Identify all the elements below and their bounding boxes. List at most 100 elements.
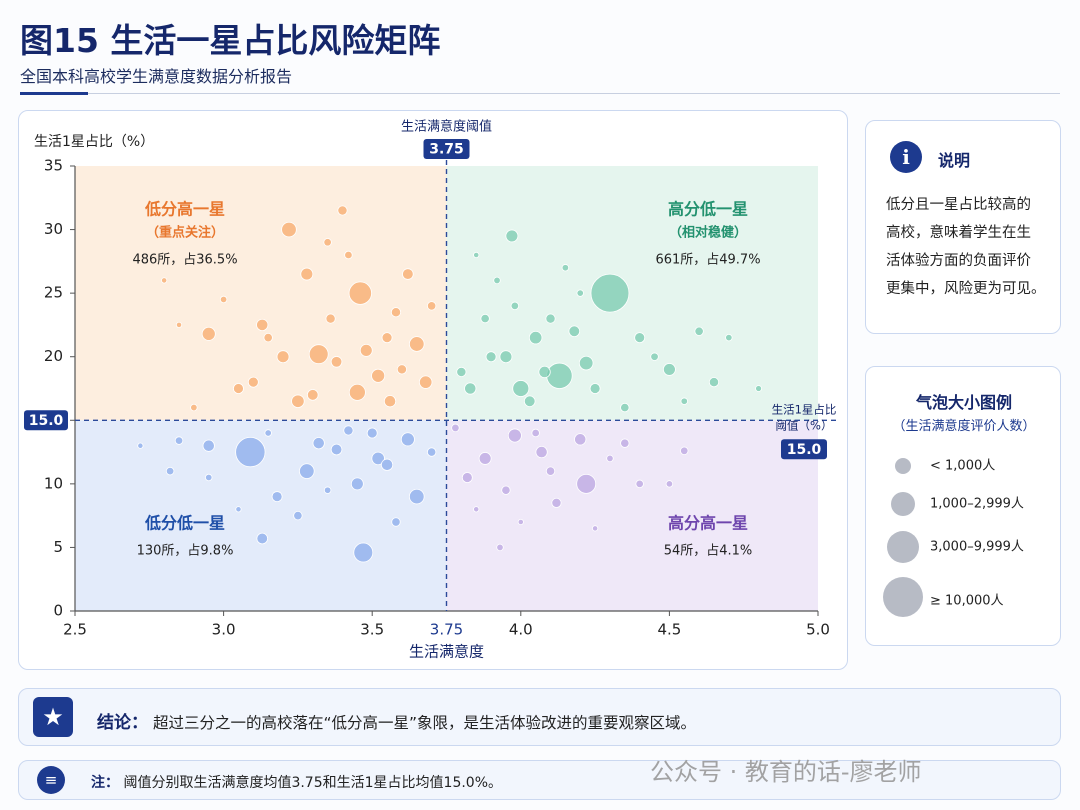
bubble [402,268,414,280]
note-panel: ≡ 注： 阈值分别取生活满意度均值3.75和生活1星占比均值15.0%。 [18,760,1061,800]
bubble [568,325,581,338]
bubble [312,437,325,450]
legend-subtitle: （生活满意度评价人数） [892,419,1036,434]
legend-label: < 1,000人 [930,459,995,474]
info-line: 活体验方面的负面评价 [886,253,1031,269]
bubble [330,443,343,456]
bubble [371,368,386,383]
bubble [235,436,266,468]
bubble [561,264,570,272]
bubble [485,351,497,363]
size-legend-panel: 气泡大小图例 （生活满意度评价人数） < 1,000人 1,000–2,999人… [865,366,1061,646]
bubble [589,383,601,394]
bubble [473,506,480,513]
bubble [390,307,402,318]
y-tick-label: 0 [53,602,63,620]
bubble [620,402,630,413]
bubble [325,313,336,324]
conclusion-label: 结论： [97,713,148,733]
quadrant-title: 低分低一星 [144,514,225,533]
bubble [590,273,630,313]
x-axis-title: 生活满意度 [409,643,484,661]
page-title: 图15 生活一星占比风险矩阵 [20,21,441,60]
legend-label: ≥ 10,000人 [930,594,1004,609]
y-tick-label: 5 [53,538,63,556]
y-tick-label: 30 [44,220,63,238]
x-tick-label: 3.5 [360,621,384,639]
header-rule [20,93,1060,94]
x-tick-label: 4.0 [509,621,533,639]
bubble [708,377,720,388]
x-tick-label: 5.0 [806,621,830,639]
bubble [235,506,242,513]
bubble [359,343,373,357]
star-icon: ★ [33,697,73,737]
bubble [606,454,614,463]
bubble [535,445,548,459]
bubble [499,350,513,364]
bubble [578,355,594,371]
threshold-x-value: 3.75 [429,142,464,158]
note-text: 阈值分别取生活满意度均值3.75和生活1星占比均值15.0%。 [123,775,503,791]
bubble [501,485,511,495]
bubble [271,491,283,502]
bubble [680,397,688,405]
bubble [464,382,477,395]
legend-label: 3,000–9,999人 [930,540,1024,555]
bubble [383,395,397,408]
bubble [665,480,674,488]
bubble [576,289,584,297]
bubble [137,442,144,449]
quadrant-tag: （重点关注） [146,225,224,241]
bubble [510,301,520,311]
legend-bubble [891,492,915,516]
info-line: 高校，意味着学生在生 [886,225,1031,241]
bubble [202,439,215,452]
bubble [256,318,269,332]
quadrant-tag: （相对稳健） [669,225,747,241]
bubble [348,281,372,305]
note-icon: ≡ [37,766,65,794]
bubble [545,466,556,476]
bubble [293,510,303,521]
bubble [650,352,659,361]
header-accent [20,92,88,95]
quadrant-title: 高分高一星 [668,514,748,533]
quadrant-stat: 661所，占49.7% [655,253,760,268]
bubble [344,250,353,260]
bubble [409,488,425,505]
bubble [725,333,733,342]
threshold-x-badge [423,139,470,159]
bubble [391,517,401,527]
quadrant-bg [446,420,818,611]
bubble [165,466,175,476]
bubble [531,428,540,438]
bubble [308,344,329,365]
bubble [350,477,364,491]
quadrant-bg [75,166,447,421]
bubble [426,447,437,457]
bubble [451,423,460,433]
bubble [545,313,556,324]
bubble [161,277,168,284]
bubble [528,330,543,345]
bubble [205,473,213,482]
bubble [409,336,425,352]
bubble [592,525,599,532]
y-tick-label: 35 [44,157,63,175]
conclusion: 结论： 超过三分之一的高校落在“低分高一星”象限，是生活体验改进的重要观察区域。 [97,708,696,733]
bubble [473,251,480,259]
legend-bubble [883,577,923,617]
info-panel: i 说明 低分且一星占比较高的 高校，意味着学生在生 活体验方面的负面评价 更集… [865,120,1061,334]
bubble [219,295,228,304]
bubble [353,542,374,563]
bubble [635,479,644,489]
legend-bubble [887,531,919,563]
quadrant-bg [446,166,818,421]
threshold-y-value: 15.0 [787,442,822,458]
bubble [337,205,348,216]
bubble [620,438,630,448]
info-line: 低分且一星占比较高的 [886,197,1031,213]
threshold-x-title: 生活满意度阈值 [401,119,492,135]
legend-title: 气泡大小图例 [915,393,1012,412]
